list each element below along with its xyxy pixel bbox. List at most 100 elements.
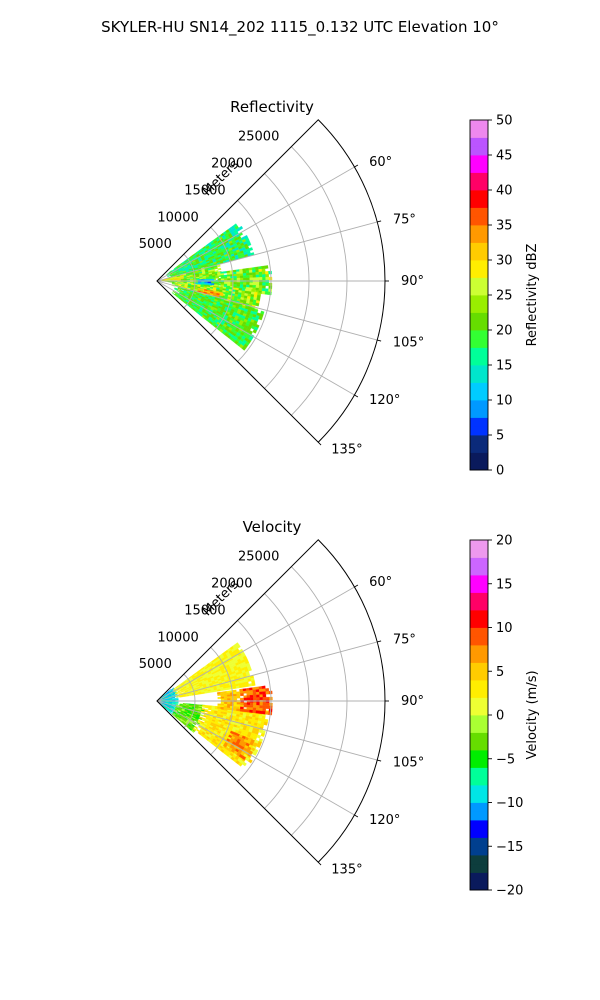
echo-cell (252, 710, 257, 714)
colorbar-tick-label: 10 (496, 621, 513, 636)
echo-cell (252, 329, 258, 334)
colorbar-swatch (470, 583, 488, 593)
colorbar-tick-label: 15 (496, 359, 513, 374)
echo-cell (239, 273, 244, 277)
echo-cell (223, 707, 228, 710)
sector-frame (156, 539, 386, 863)
colorbar-swatch (470, 636, 488, 646)
echo-cell (264, 291, 269, 295)
colorbar-swatch (470, 260, 488, 270)
echo-cell (201, 282, 205, 285)
echo-cell (239, 685, 243, 689)
sector-frame (156, 119, 386, 443)
echo-cell (242, 273, 247, 276)
echo-cell (227, 278, 231, 281)
range-tick-label: 15000 (184, 603, 225, 618)
echo-cell (247, 667, 252, 672)
echo-cell (262, 277, 266, 281)
colorbar-swatch (470, 540, 488, 550)
echo-cell (198, 279, 202, 281)
colorbar-swatch (470, 618, 488, 628)
echo-cell (205, 706, 209, 709)
echo-cell (252, 274, 257, 278)
echo-cell (261, 271, 266, 275)
colorbar-tick-label: 0 (496, 709, 504, 724)
colorbar-tick-label: 20 (496, 534, 513, 549)
theta-tick-label: 135° (331, 442, 362, 457)
echo-cell (241, 755, 247, 761)
colorbar-swatch (470, 802, 488, 812)
echo-cell (217, 283, 222, 286)
echo-cell (245, 687, 250, 691)
echo-cell (259, 694, 264, 698)
echo-cell (258, 688, 263, 693)
echo-cell (208, 708, 212, 711)
range-tick-label: 20000 (211, 157, 252, 172)
echo-cell (262, 708, 267, 712)
echo-cell (175, 699, 179, 701)
echo-cell (249, 692, 254, 696)
echo-cell (262, 279, 266, 284)
echo-cell (268, 270, 272, 275)
echo-cell (236, 277, 241, 281)
echo-cell (249, 702, 254, 706)
echo-cell (242, 709, 247, 713)
colorbar-tick-label: −15 (496, 840, 523, 855)
azimuth-spoke (156, 586, 355, 702)
echo-cell (262, 694, 267, 698)
colorbar-swatch (470, 557, 488, 567)
theta-tick-label: 120° (369, 393, 400, 408)
echo-cell (251, 267, 256, 271)
colorbar-swatch (470, 233, 488, 243)
echo-cell (243, 695, 248, 699)
echo-cell (265, 691, 270, 695)
echo-cell (249, 282, 254, 286)
echo-cell (252, 277, 257, 281)
echo-cell (262, 702, 267, 706)
echo-cell (252, 269, 256, 273)
echo-cell (264, 265, 269, 269)
echo-cell (248, 247, 253, 251)
echo-cell (174, 697, 179, 699)
colorbar-swatch (470, 330, 488, 340)
echo-cell (255, 277, 260, 281)
reflectivity-title: Reflectivity (230, 98, 314, 116)
echo-cell (204, 282, 208, 285)
echo-cell (243, 282, 247, 286)
echo-cell (258, 287, 263, 292)
echo-cell (239, 277, 244, 281)
colorbar-swatch (470, 566, 488, 576)
echo-cell (265, 711, 269, 715)
echo-cell (256, 697, 260, 701)
colorbar-swatch (470, 881, 488, 891)
echo-cell (262, 274, 266, 278)
colorbar-swatch (470, 408, 488, 418)
echo-cell (262, 705, 267, 709)
echo-cell (236, 273, 241, 277)
echo-cell (268, 276, 273, 281)
colorbar-swatch (470, 855, 488, 865)
colorbar-swatch (470, 155, 488, 165)
echo-cell (243, 275, 247, 279)
range-tick-label: 15000 (184, 183, 225, 198)
colorbar-tick-label: 30 (496, 254, 513, 269)
echo-cell (223, 271, 228, 274)
colorbar-swatch (470, 592, 488, 602)
colorbar-swatch (470, 741, 488, 751)
echo-cell (248, 758, 253, 764)
echo-cell (249, 704, 254, 708)
echo-cell (241, 345, 247, 351)
theta-tick-label: 75° (393, 632, 416, 647)
echo-cell (253, 694, 257, 698)
echo-cell (252, 282, 257, 286)
velocity-grid (156, 539, 386, 863)
colorbar-tick-label: 35 (496, 219, 513, 234)
echo-cell (243, 697, 248, 701)
echo-cell (265, 276, 270, 281)
echo-cell (236, 693, 241, 697)
echo-cell (239, 282, 244, 285)
colorbar-swatch (470, 286, 488, 296)
echo-cell (252, 742, 257, 748)
colorbar-tick-label: −10 (496, 796, 523, 811)
